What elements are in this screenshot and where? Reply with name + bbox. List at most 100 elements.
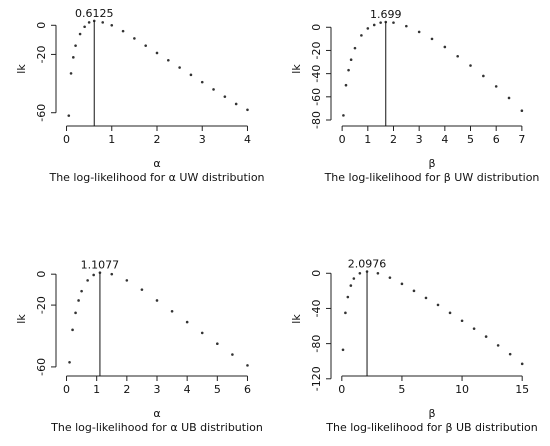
point xyxy=(346,295,350,299)
y-tick-label: -60 xyxy=(35,358,48,376)
y-tick-label: -80 xyxy=(310,111,323,129)
y-tick-label: 0 xyxy=(310,270,323,277)
point xyxy=(77,299,80,302)
point xyxy=(405,24,408,28)
point xyxy=(74,311,77,315)
point xyxy=(144,44,147,47)
point xyxy=(482,74,485,78)
x-tick-label: 5 xyxy=(467,133,474,146)
x-axis-label: α xyxy=(153,157,160,170)
y-tick-label: -40 xyxy=(310,299,323,317)
point xyxy=(494,85,498,88)
point xyxy=(200,331,204,335)
y-axis-label: lk xyxy=(15,64,28,74)
point xyxy=(520,109,524,113)
x-tick-label: 3 xyxy=(416,133,423,146)
x-tick-label: 4 xyxy=(184,383,191,396)
point xyxy=(231,353,234,356)
point xyxy=(167,58,170,62)
point xyxy=(400,282,404,286)
subtitle: The log-likelihood for α UB distribution xyxy=(50,421,263,434)
y-tick-label: -20 xyxy=(35,45,48,63)
y-tick-label: -80 xyxy=(310,335,323,353)
point xyxy=(200,80,204,84)
point xyxy=(448,311,452,315)
point xyxy=(189,73,193,77)
x-tick-label: 2 xyxy=(123,383,130,396)
point xyxy=(443,45,447,49)
point xyxy=(246,108,249,112)
subtitle: The log-likelihood for β UW distribution xyxy=(324,171,540,184)
point xyxy=(178,66,181,69)
point xyxy=(366,27,370,30)
x-axis-label: β xyxy=(428,407,435,420)
point xyxy=(352,277,356,280)
y-axis-label: lk xyxy=(290,64,303,74)
point xyxy=(520,362,524,366)
peak-label: 1.699 xyxy=(370,8,402,21)
y-tick-label: -120 xyxy=(310,366,323,391)
point xyxy=(110,272,114,276)
x-tick-label: 6 xyxy=(244,383,251,396)
point xyxy=(388,276,392,279)
point xyxy=(436,303,440,307)
point xyxy=(349,58,353,62)
point xyxy=(101,21,105,24)
x-tick-label: 7 xyxy=(518,133,525,146)
peak-label: 2.0976 xyxy=(348,258,387,271)
point xyxy=(246,364,249,367)
point xyxy=(376,271,380,275)
point xyxy=(170,309,174,313)
subtitle: The log-likelihood for β UB distribution xyxy=(325,421,538,434)
y-tick-label: -60 xyxy=(35,104,48,122)
point xyxy=(342,114,345,117)
point xyxy=(412,289,416,293)
point xyxy=(155,299,159,302)
x-tick-label: 1 xyxy=(108,133,115,146)
x-axis-label: β xyxy=(428,157,435,170)
point xyxy=(74,44,77,47)
point xyxy=(216,342,219,346)
x-tick-label: 0 xyxy=(63,383,70,396)
x-tick-label: 4 xyxy=(244,133,251,146)
x-tick-label: 6 xyxy=(493,133,500,146)
point xyxy=(349,284,353,287)
point xyxy=(507,96,511,100)
point xyxy=(86,279,89,282)
x-tick-label: 15 xyxy=(515,383,529,396)
peak-label: 1.1077 xyxy=(81,259,120,272)
point xyxy=(83,25,86,29)
point xyxy=(417,30,421,34)
x-tick-label: 0 xyxy=(339,133,346,146)
point xyxy=(121,29,125,33)
y-tick-label: 0 xyxy=(310,24,323,31)
y-axis-label: lk xyxy=(15,314,28,324)
point xyxy=(424,296,428,300)
x-tick-label: 0 xyxy=(338,383,345,396)
y-tick-label: -20 xyxy=(35,296,48,314)
point xyxy=(87,21,91,24)
point xyxy=(234,102,238,106)
y-tick-label: -20 xyxy=(310,41,323,59)
point xyxy=(98,271,102,274)
point xyxy=(212,88,215,91)
point xyxy=(67,114,71,117)
point xyxy=(72,56,75,59)
point xyxy=(78,32,82,36)
point xyxy=(344,311,347,315)
point xyxy=(80,289,83,293)
point xyxy=(155,51,159,55)
point xyxy=(92,273,95,277)
point xyxy=(125,279,129,282)
x-axis-label: α xyxy=(153,407,160,420)
point xyxy=(508,352,512,356)
point xyxy=(69,72,73,75)
point xyxy=(110,23,114,27)
point xyxy=(140,288,144,291)
point xyxy=(133,37,136,40)
x-tick-label: 0 xyxy=(63,133,70,146)
